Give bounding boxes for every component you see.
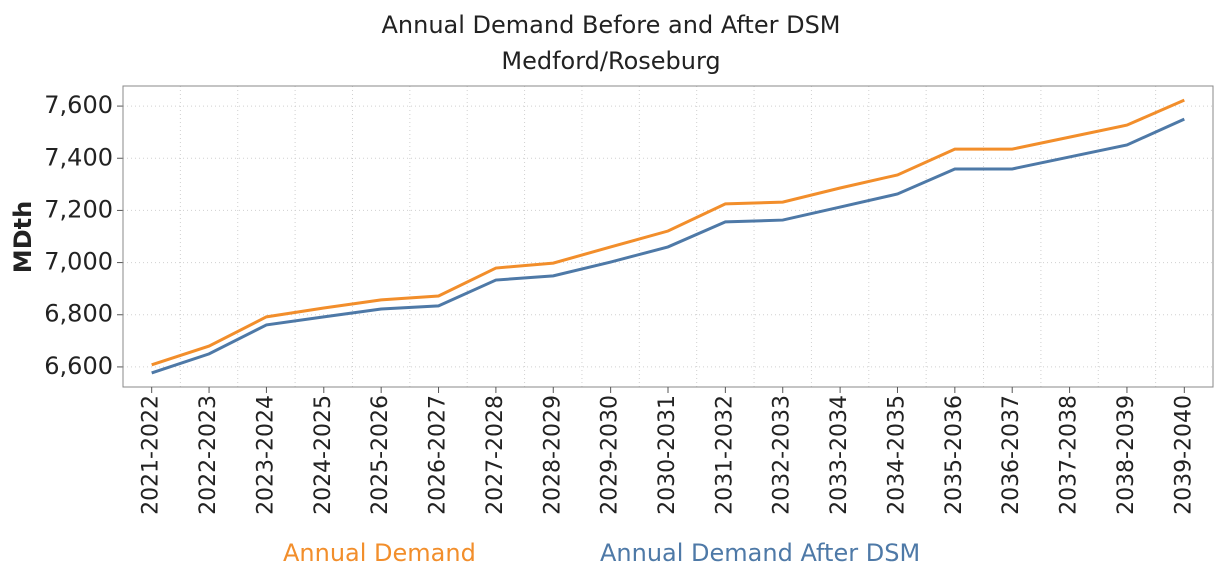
y-tick-label: 6,800 [44, 300, 113, 328]
x-tick-label: 2035-2036 [942, 395, 967, 515]
series-line [151, 98, 1185, 367]
x-tick-label: 2037-2038 [1057, 395, 1082, 515]
y-axis-label: MDth [9, 201, 37, 273]
x-tick-label: 2027-2028 [483, 395, 508, 515]
y-tick-label: 7,000 [44, 248, 113, 276]
y-tick-label: 7,600 [44, 91, 113, 119]
x-tick-label: 2023-2024 [253, 395, 278, 515]
plot-frame [122, 85, 1214, 388]
x-tick-label: 2039-2040 [1171, 395, 1196, 515]
x-tick-label: 2022-2023 [196, 395, 221, 515]
y-tick-label: 6,600 [44, 352, 113, 380]
chart-title: Annual Demand Before and After DSM [381, 11, 840, 39]
x-tick-label: 2024-2025 [311, 395, 336, 515]
x-tick-label: 2029-2030 [598, 395, 623, 515]
y-tick-label: 7,400 [44, 143, 113, 171]
x-tick-label: 2021-2022 [139, 395, 164, 515]
x-tick-label: 2026-2027 [426, 395, 451, 515]
y-tick-label: 7,200 [44, 195, 113, 223]
x-tick-label: 2036-2037 [999, 395, 1024, 515]
x-tick-label: 2034-2035 [884, 395, 909, 515]
x-tick-label: 2025-2026 [368, 395, 393, 515]
legend-label: Annual Demand After DSM [600, 539, 920, 567]
x-tick-label: 2032-2033 [770, 395, 795, 515]
x-tick-label: 2038-2039 [1114, 395, 1139, 515]
x-tick-label: 2030-2031 [655, 395, 680, 515]
x-tick-label: 2028-2029 [540, 395, 565, 515]
chart-subtitle: Medford/Roseburg [501, 47, 720, 75]
legend-label: Annual Demand [283, 539, 476, 567]
x-tick-label: 2033-2034 [827, 395, 852, 515]
series-line [151, 117, 1185, 375]
x-tick-label: 2031-2032 [712, 395, 737, 515]
